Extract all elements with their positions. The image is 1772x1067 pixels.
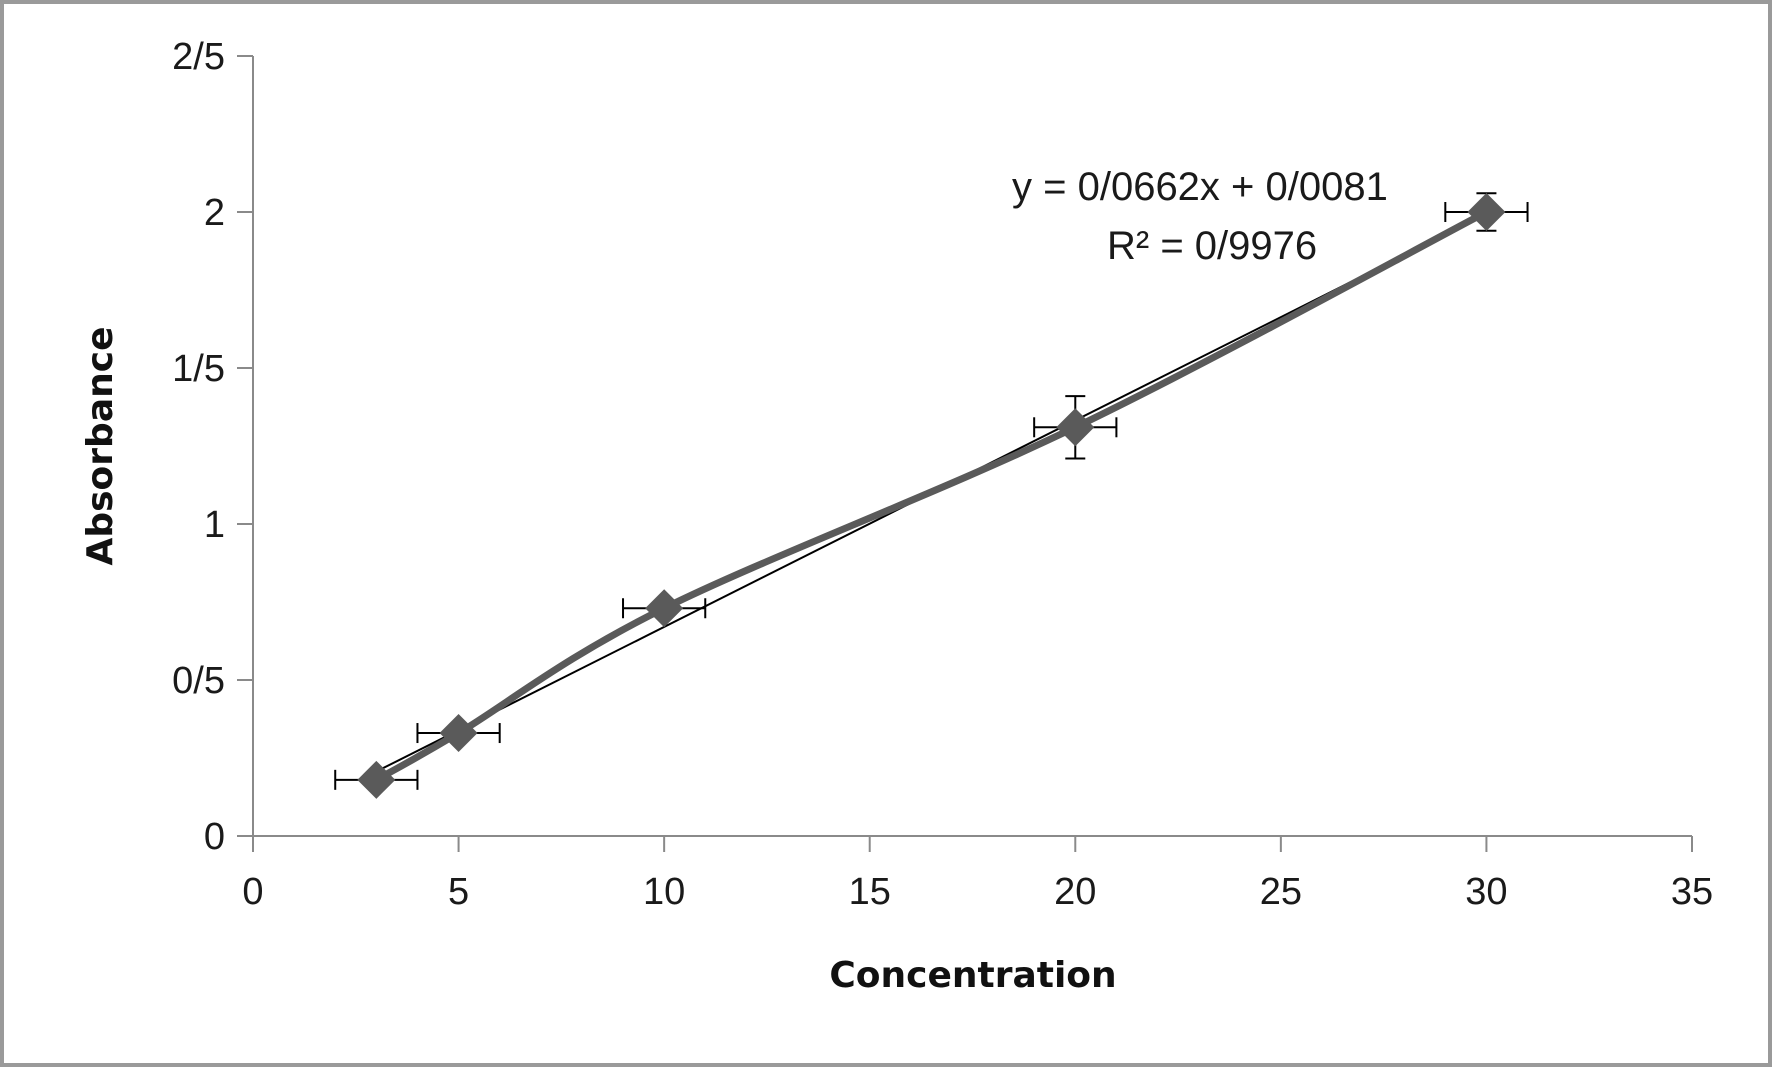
data-point-diamond	[357, 760, 396, 799]
y-tick-label: 0	[204, 816, 225, 858]
y-tick-label: 1/5	[172, 348, 225, 390]
data-point-diamond	[645, 589, 684, 628]
data-point-diamond	[1467, 193, 1506, 231]
y-tick-label: 1	[204, 504, 225, 546]
y-axis-title: Absorbance	[80, 327, 121, 566]
data-point-diamond	[439, 714, 478, 753]
x-tick-label: 20	[1054, 871, 1096, 913]
x-tick-label: 30	[1465, 871, 1507, 913]
y-tick-label: 2	[204, 192, 225, 234]
axes	[252, 56, 1692, 837]
y-tick-label: 0/5	[172, 660, 225, 702]
x-tick-label: 10	[643, 871, 685, 913]
x-tick-label: 25	[1260, 871, 1302, 913]
x-tick-label: 15	[849, 871, 891, 913]
x-axis-title: Concentration	[829, 955, 1116, 996]
x-tick-label: 0	[242, 871, 263, 913]
x-tick-label: 5	[448, 871, 469, 913]
r-squared-label: R² = 0/9976	[1107, 224, 1317, 268]
y-tick-label: 2/5	[172, 36, 225, 78]
x-tick-label: 35	[1671, 871, 1713, 913]
trendline-equation: y = 0/0662x + 0/0081	[1012, 165, 1388, 209]
markers	[357, 193, 1506, 799]
ticks: 0 0/5 1 1/5 2 2/5 0 5 10 15 20 25 30 35	[172, 36, 1713, 913]
series-line	[372, 208, 1490, 784]
data-point-diamond	[1056, 408, 1095, 447]
series-group	[372, 208, 1490, 784]
